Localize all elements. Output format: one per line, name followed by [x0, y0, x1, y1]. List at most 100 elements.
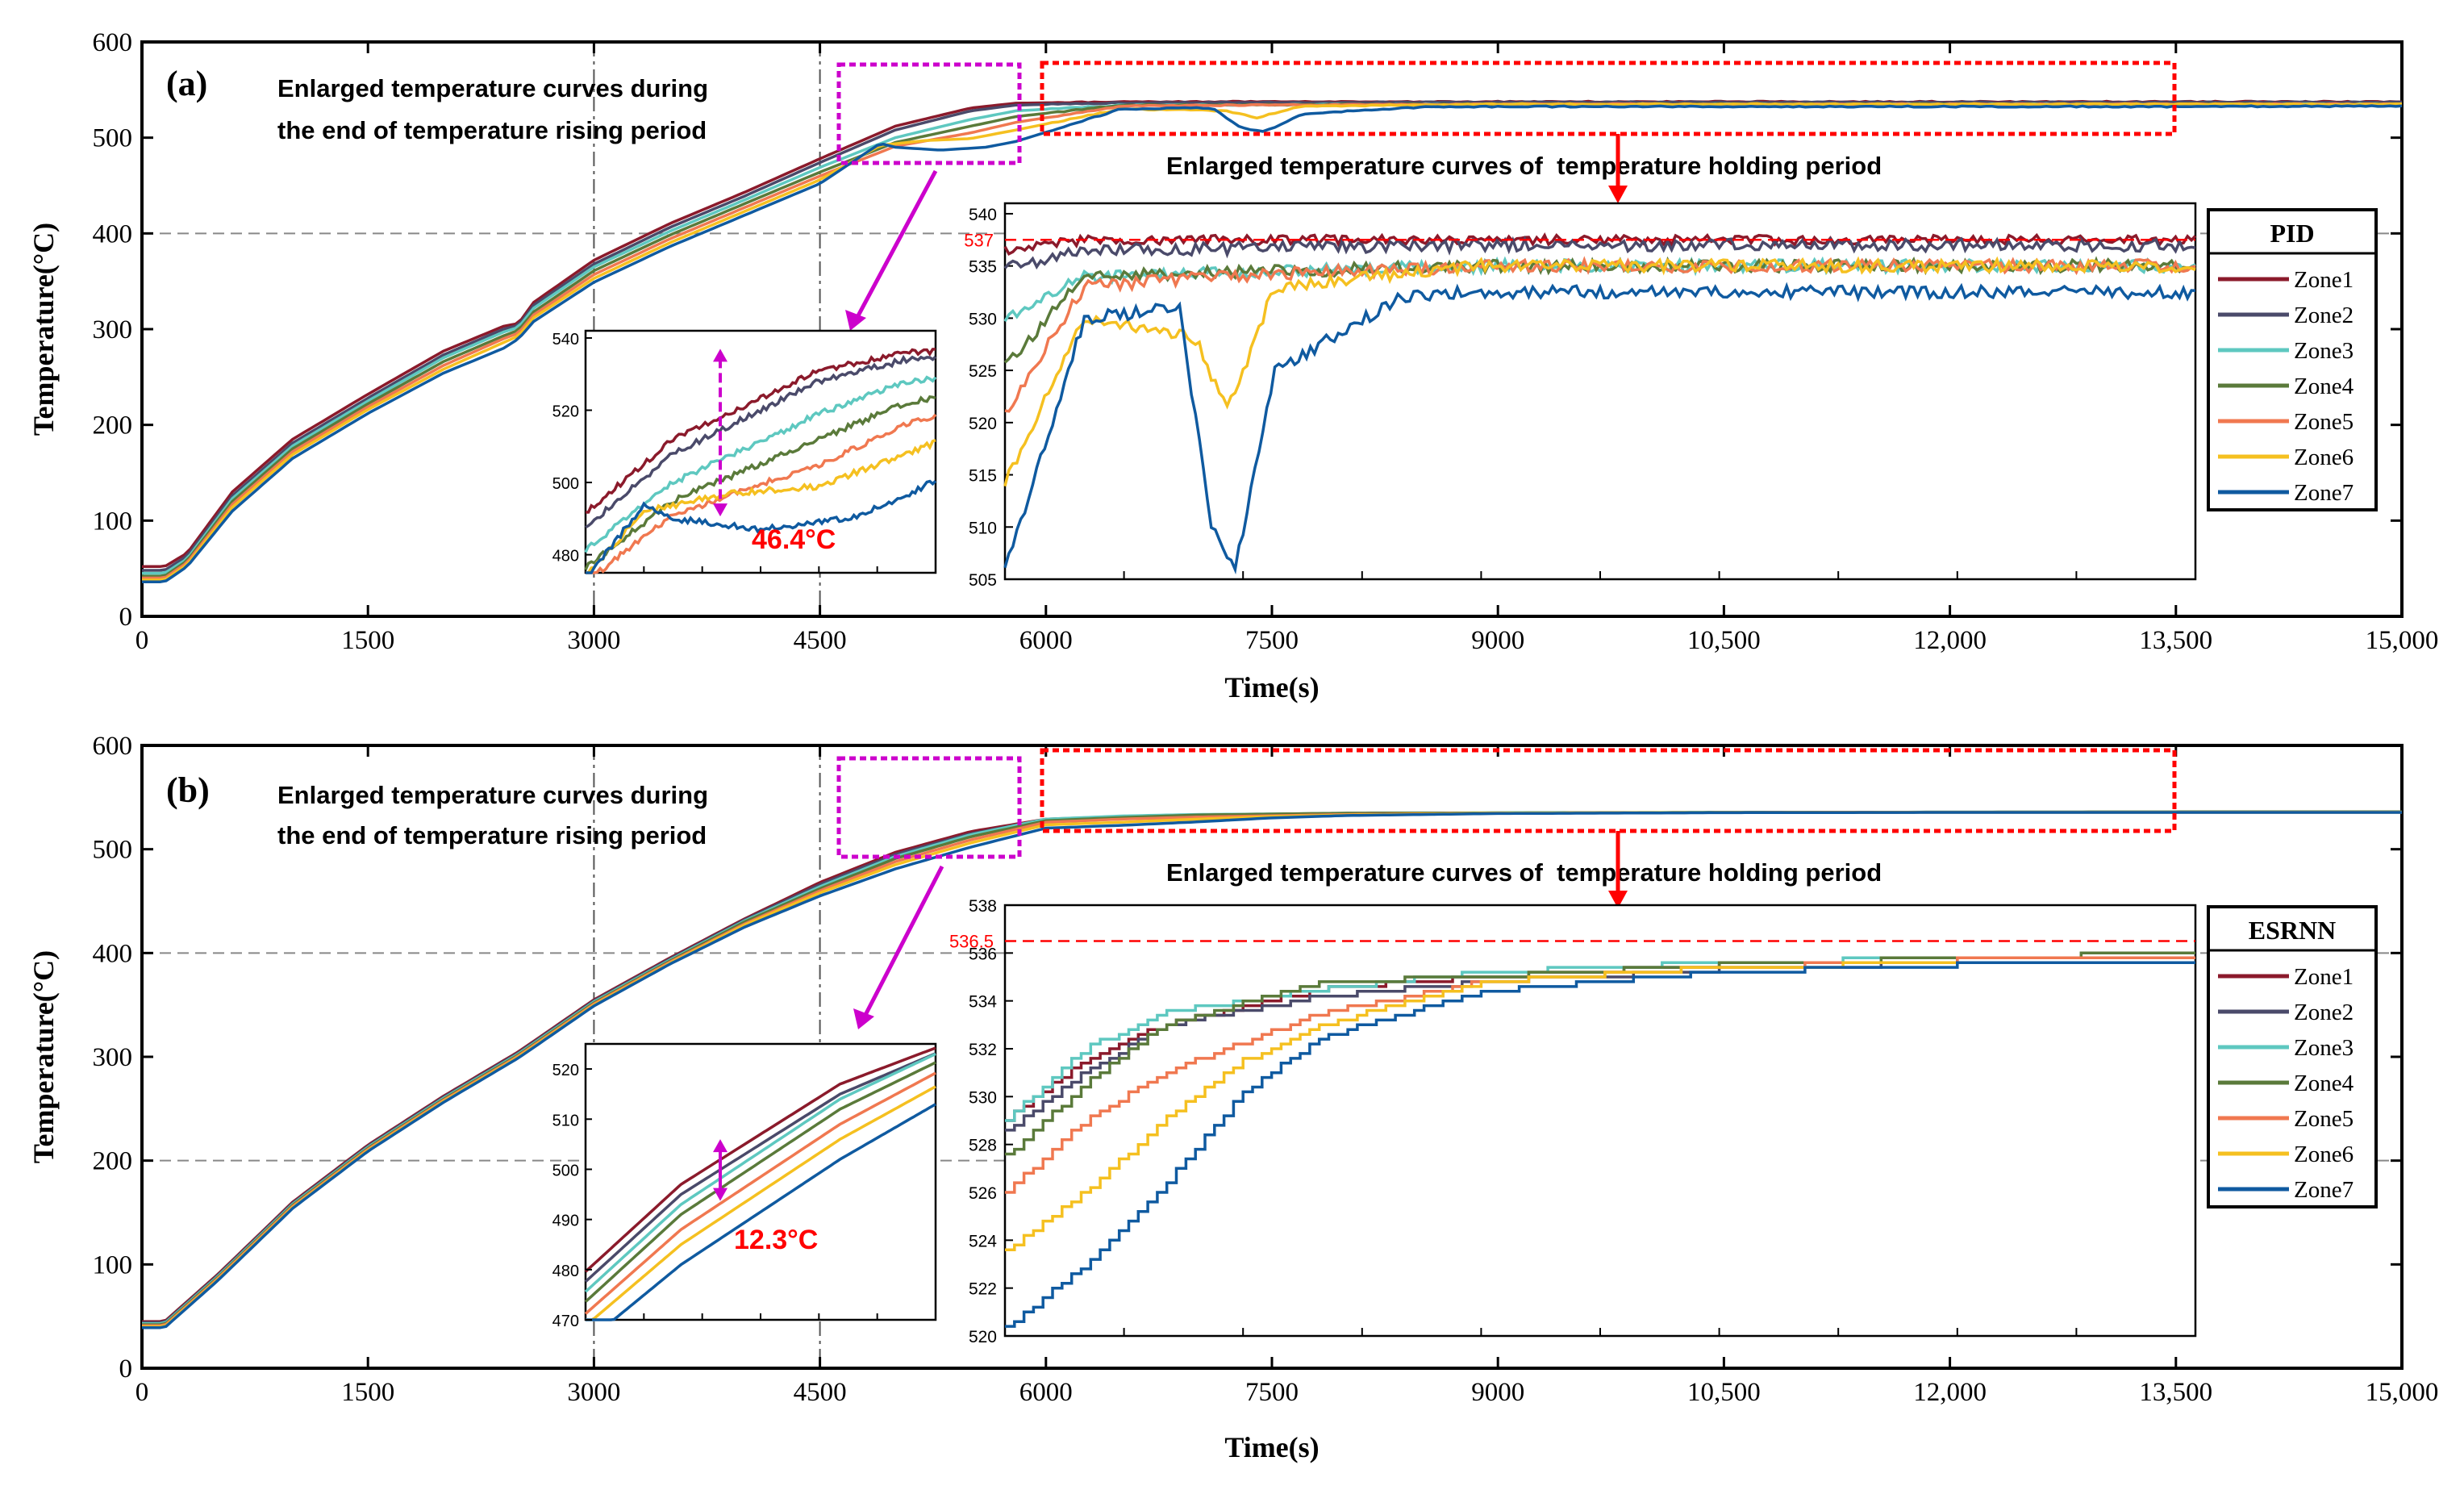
- b-ytick-label: 200: [93, 1147, 133, 1176]
- panel-a-annotation-rise-line1: Enlarged temperature curves during: [277, 74, 708, 102]
- a-xtick-label: 9000: [1471, 626, 1524, 655]
- b-ytick-label: 100: [93, 1250, 133, 1279]
- b-inset-rise-ytick-label: 490: [552, 1213, 579, 1230]
- b-xtick-label: 0: [135, 1378, 149, 1407]
- b-inset-rise-series-zone2: [584, 1052, 936, 1283]
- a-inset-rise-series-zone5: [586, 413, 937, 574]
- a-legend-label-zone1: Zone1: [2294, 267, 2354, 293]
- b-inset-hold-series-zone6: [1005, 961, 2195, 1251]
- panel-b-series: [142, 810, 2402, 1329]
- a-xtick-label: 0: [135, 626, 149, 655]
- b-spread-arrow-head-top: [713, 1139, 728, 1153]
- a-inset-hold-ytick-label: 540: [969, 206, 997, 224]
- b-inset-hold-ytick-label: 524: [969, 1232, 997, 1250]
- b-xtick-label: 3000: [567, 1378, 620, 1407]
- panel-b-rise-arrow-head: [853, 1008, 874, 1029]
- a-series-zone7: [142, 104, 2403, 584]
- panel-a-hold-arrow-head: [1608, 186, 1628, 203]
- b-inset-rise-series-zone1: [584, 1046, 936, 1273]
- panel-a-inset-hold-ticks: 505 510 515 520 525 530 535 540: [969, 206, 2078, 590]
- panel-b-inset-rise-frame: [584, 1042, 937, 1321]
- b-inset-hold-ytick-label: 522: [969, 1280, 997, 1299]
- panel-a-legend-title: PID: [2270, 219, 2314, 248]
- a-inset-hold-ytick-label: 530: [969, 310, 997, 328]
- a-xtick-label: 7500: [1245, 626, 1299, 655]
- a-inset-hold-ytick-label: 505: [969, 571, 997, 590]
- a-inset-hold-ytick-label: 525: [969, 362, 997, 381]
- b-inset-rise-series-zone4: [584, 1061, 936, 1303]
- panel-a-inset-rise: 480 500 520 540 46.4°C: [552, 329, 937, 574]
- b-inset-hold-ytick-label: 536: [969, 945, 997, 963]
- panel-b-legend-frame: [2207, 905, 2378, 1208]
- panel-b-legend: ESRNN Zone1Zone2Zone3Zone4Zone5Zone6Zone…: [2207, 905, 2378, 1208]
- panel-a-legend-frame: [2207, 208, 2378, 511]
- b-legend-label-zone4: Zone4: [2294, 1071, 2354, 1096]
- b-inset-hold-ytick-label: 532: [969, 1041, 997, 1059]
- b-ytick-label: 300: [93, 1043, 133, 1072]
- panel-b-legend-items: Zone1 Zone2 Zone3 Zone4 Zone5 Zone6 Zone7: [2218, 964, 2354, 1203]
- b-inset-hold-ytick-label: 526: [969, 1184, 997, 1203]
- panel-b-inset-rise-spread-arrow: [713, 1139, 728, 1201]
- b-xtick-label: 9000: [1471, 1378, 1524, 1407]
- a-inset-rise-series-zone1: [585, 348, 936, 514]
- b-ytick-label: 0: [119, 1355, 133, 1384]
- a-inset-hold-series-zone7: [1003, 282, 2196, 575]
- b-inset-rise-series-zone5: [584, 1071, 936, 1315]
- panel-b-rise-highlight-box: [836, 756, 1022, 859]
- a-inset-rise-ytick-label: 480: [552, 548, 579, 566]
- a-inset-rise-series-zone6: [585, 439, 936, 574]
- a-inset-rise-ytick-label: 500: [552, 475, 579, 493]
- a-ytick-label: 400: [93, 219, 133, 248]
- a-xtick-label: 1500: [341, 626, 394, 655]
- a-xtick-label: 12,000: [1913, 626, 1987, 655]
- b-inset-rise-ytick-label: 500: [552, 1162, 579, 1179]
- a-spread-arrow-head-bottom: [713, 503, 728, 517]
- a-ytick-label: 500: [93, 124, 133, 153]
- b-legend-label-zone6: Zone6: [2294, 1142, 2354, 1167]
- panel-a-ylabel: Temperature(°C): [27, 223, 60, 436]
- panel-b-annotation-rise-line2: the end of temperature rising period: [277, 821, 707, 849]
- panel-a-annotation-rise-line2: the end of temperature rising period: [277, 116, 707, 144]
- a-inset-hold-series-zone6: [1003, 256, 2196, 487]
- b-legend-label-zone5: Zone5: [2294, 1106, 2354, 1132]
- a-series-zone2: [142, 100, 2403, 572]
- b-inset-hold-ytick-label: 520: [969, 1328, 997, 1346]
- b-xtick-label: 6000: [1019, 1378, 1073, 1407]
- b-inset-rise-series-zone6: [586, 1085, 936, 1321]
- a-xtick-label: 3000: [567, 626, 620, 655]
- a-inset-hold-ytick-label: 515: [969, 467, 997, 486]
- panel-b-annotation-rise-line1: Enlarged temperature curves during: [277, 781, 708, 809]
- b-inset-hold-ytick-label: 530: [969, 1088, 997, 1107]
- panel-a-inset-rise-frame: [584, 329, 937, 574]
- a-ytick-label: 600: [93, 28, 133, 57]
- panel-b-inset-rise-ticks: 470 480 490 500 510 520: [552, 1062, 878, 1330]
- panel-a-legend: PID Zone1 Zone2 Zone3 Zone4 Zone5 Zone6 Zone7: [2207, 208, 2378, 511]
- a-spread-arrow-head-top: [713, 349, 728, 362]
- b-series-zone7: [142, 811, 2402, 1329]
- a-xtick-label: 10,500: [1687, 626, 1761, 655]
- a-ytick-label: 200: [93, 411, 133, 440]
- a-inset-hold-series-zone2: [1003, 235, 2196, 270]
- b-xtick-label: 4500: [794, 1378, 847, 1407]
- panel-a-rise-arrow: [854, 169, 938, 320]
- panel-a-legend-items: Zone1 Zone2 Zone3 Zone4 Zone5 Zone6 Zone7: [2218, 267, 2354, 506]
- b-legend-label-zone3: Zone3: [2294, 1035, 2354, 1061]
- b-xtick-label: 7500: [1245, 1378, 1299, 1407]
- a-xtick-label: 15,000: [2366, 626, 2439, 655]
- panel-b-ylabel: Temperature(°C): [27, 950, 60, 1163]
- panel-b-inset-hold-frame: [1003, 904, 2197, 1338]
- panel-b-spread-label: 12.3°C: [734, 1225, 818, 1255]
- panel-b-inset-rise-series: [584, 1046, 936, 1321]
- b-ytick-label: 500: [93, 836, 133, 865]
- a-inset-hold-series-zone5: [1004, 256, 2196, 413]
- a-ytick-label: 0: [119, 603, 133, 632]
- panel-a-inset-rise-ticks: 480 500 520 540: [552, 331, 878, 573]
- b-xtick-label: 10,500: [1687, 1378, 1761, 1407]
- panel-a-setpoint-label: 537: [964, 230, 994, 250]
- b-xtick-label: 15,000: [2366, 1378, 2439, 1407]
- a-legend-label-zone4: Zone4: [2294, 374, 2354, 399]
- b-xtick-label: 12,000: [1913, 1378, 1987, 1407]
- panel-a-inset-rise-spread-arrow: [713, 349, 728, 517]
- b-inset-hold-ytick-label: 528: [969, 1137, 997, 1155]
